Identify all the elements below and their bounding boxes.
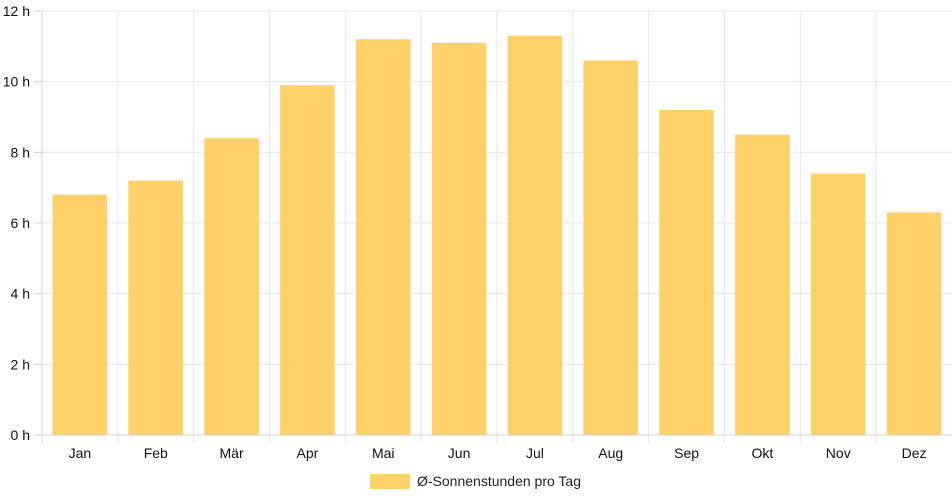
bar-Feb[interactable] xyxy=(128,180,184,435)
x-tick-label: Dez xyxy=(902,445,927,461)
bar-Nov[interactable] xyxy=(810,173,866,436)
x-tick-labels: Jan Feb Mär Apr Mai Jun Jul Aug Sep Okt Nov Dez xyxy=(69,445,927,461)
x-tick-label: Aug xyxy=(598,445,623,461)
x-tick-label: Feb xyxy=(144,445,168,461)
x-tick-label: Jun xyxy=(448,445,471,461)
axes xyxy=(34,10,952,443)
bar-Apr[interactable] xyxy=(280,85,335,435)
x-tick-label: Jul xyxy=(526,445,544,461)
bar-Jan[interactable] xyxy=(52,194,108,435)
bar-Mär[interactable] xyxy=(204,138,259,435)
bar-series xyxy=(52,35,942,436)
x-tick-label: Jan xyxy=(69,445,92,461)
y-tick-labels: 0 h 2 h 4 h 6 h 8 h 10 h 12 h xyxy=(3,3,30,443)
x-tick-label: Mai xyxy=(372,445,395,461)
y-tick-label: 4 h xyxy=(11,286,30,302)
y-tick-label: 8 h xyxy=(11,144,30,160)
gridlines xyxy=(34,10,952,443)
y-tick-label: 2 h xyxy=(11,356,30,372)
bar-Mai[interactable] xyxy=(355,39,411,436)
legend-swatch xyxy=(370,474,410,489)
y-tick-label: 10 h xyxy=(3,74,30,90)
bar-Aug[interactable] xyxy=(583,60,639,435)
bar-Jun[interactable] xyxy=(431,42,487,436)
x-tick-label: Mär xyxy=(220,445,244,461)
y-tick-label: 6 h xyxy=(11,215,30,231)
bar-Sep[interactable] xyxy=(659,109,714,435)
y-tick-label: 12 h xyxy=(3,3,30,19)
bar-Dez[interactable] xyxy=(886,212,942,435)
y-tick-label: 0 h xyxy=(11,427,30,443)
x-tick-label: Sep xyxy=(674,445,699,461)
legend[interactable]: Ø-Sonnenstunden pro Tag xyxy=(370,473,581,489)
bar-Okt[interactable] xyxy=(735,134,790,435)
x-tick-label: Okt xyxy=(752,445,774,461)
x-tick-label: Nov xyxy=(826,445,851,461)
x-tick-label: Apr xyxy=(297,445,319,461)
bar-Jul[interactable] xyxy=(507,35,563,435)
legend-label: Ø-Sonnenstunden pro Tag xyxy=(417,473,581,489)
